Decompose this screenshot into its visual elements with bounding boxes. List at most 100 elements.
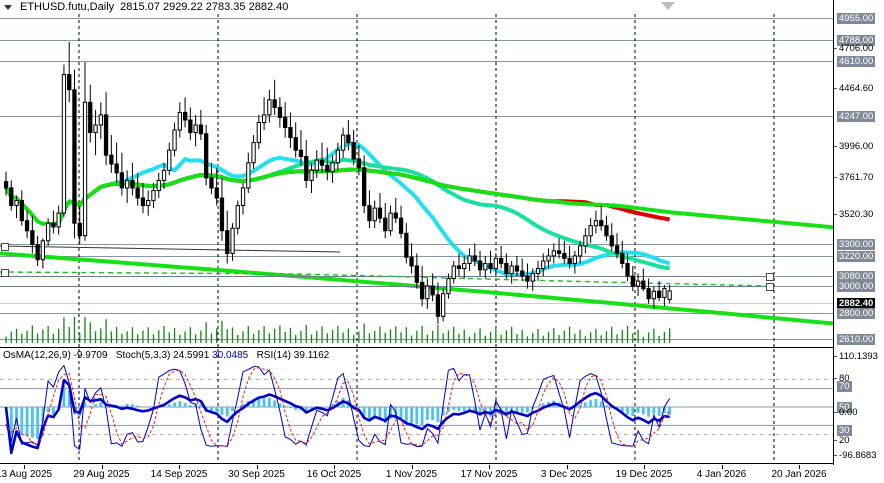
osma-value: -9.9709	[73, 350, 108, 361]
candle-body	[51, 222, 56, 228]
candle-body	[588, 225, 593, 237]
indicator-axis-label: 80	[834, 373, 884, 384]
candle-body	[246, 162, 251, 189]
level-handle-3000[interactable]	[766, 283, 774, 291]
trend-line-thin[interactable]	[0, 245, 341, 253]
candle-body	[620, 252, 625, 264]
candle-body	[319, 159, 325, 166]
indicator-axis-tag[interactable]: 70	[837, 381, 852, 392]
date-tick	[566, 465, 568, 469]
candle	[56, 205, 61, 235]
indicator-axis-tag[interactable]: 30	[837, 425, 852, 436]
candle	[98, 102, 103, 139]
candle-body	[662, 288, 667, 298]
candle	[583, 228, 588, 254]
price-axis-tag[interactable]: 3080.00	[837, 271, 876, 282]
candle	[330, 155, 335, 183]
candle-body	[24, 220, 30, 232]
candle	[198, 109, 204, 141]
candle	[367, 190, 372, 229]
candle	[77, 205, 82, 244]
indicator-axis-tag[interactable]: 50	[837, 402, 852, 413]
candle	[472, 243, 477, 266]
candle-body	[562, 252, 567, 259]
candle	[293, 122, 298, 158]
candle	[651, 286, 657, 309]
date-tick-label: 17 Nov 2025	[460, 469, 518, 480]
price-panel[interactable]	[0, 14, 833, 347]
candle	[483, 255, 488, 279]
candle-body	[3, 181, 9, 189]
candle	[372, 200, 377, 229]
candle-body	[499, 257, 504, 264]
candle-body	[214, 187, 219, 199]
candle	[641, 268, 646, 292]
candle	[193, 114, 198, 147]
candle	[398, 205, 404, 239]
candle-body	[625, 263, 630, 277]
candle	[599, 205, 604, 231]
date-axis[interactable]: 13 Aug 2025 29 Aug 2025 14 Sep 2025 30 Sep …	[0, 465, 884, 483]
candle-body	[198, 124, 204, 135]
chart-object-marker-icon[interactable]	[661, 2, 675, 10]
level-handle-3080[interactable]	[766, 273, 774, 281]
price-axis-tag[interactable]: 3300.00	[837, 239, 876, 250]
price-axis-tag[interactable]: 4955.00	[837, 13, 876, 24]
date-tick	[799, 465, 800, 469]
candle	[177, 102, 182, 138]
trend-handle-right[interactable]	[1, 269, 9, 277]
candle	[430, 273, 435, 302]
candle-body	[267, 99, 272, 116]
candle-body	[372, 207, 377, 222]
price-axis-label: 3520.30	[834, 209, 884, 220]
candle-body	[188, 119, 193, 134]
candle-body	[388, 212, 393, 232]
candle-body	[56, 212, 61, 228]
price-axis-tag[interactable]: 3000.00	[837, 281, 876, 292]
symbol-label: ETHUSD.futu,Daily	[20, 1, 115, 13]
candle-body	[277, 106, 283, 119]
candle	[451, 260, 456, 284]
candle-body	[551, 250, 557, 257]
candle-body	[304, 156, 309, 181]
candle-body	[446, 278, 451, 295]
candle	[657, 281, 662, 302]
price-axis-tag[interactable]: 2800.00	[837, 308, 876, 319]
candle	[314, 150, 319, 178]
date-tick	[489, 465, 490, 469]
indicator-panel[interactable]	[0, 349, 833, 463]
candle	[346, 119, 351, 151]
candle-body	[556, 250, 562, 254]
price-axis-tag[interactable]: 4788.00	[837, 35, 876, 46]
x-axis-line	[0, 463, 884, 464]
candle	[256, 114, 262, 149]
candle-body	[346, 134, 351, 144]
chevron-down-icon[interactable]	[4, 4, 12, 10]
candle-body	[288, 127, 293, 139]
candle	[441, 288, 446, 322]
candle	[578, 240, 583, 264]
price-axis-tag[interactable]: 4610.00	[837, 56, 876, 67]
candle	[556, 238, 562, 259]
candle-body	[667, 290, 672, 300]
price-axis-label: 3996.00	[834, 141, 884, 152]
candle-body	[425, 285, 430, 300]
candle-body	[493, 257, 499, 269]
candle	[425, 278, 430, 309]
candle	[593, 210, 599, 234]
candle	[156, 172, 161, 199]
candle	[635, 273, 641, 297]
candle-body	[509, 265, 514, 275]
trend-handle-left[interactable]	[1, 243, 9, 251]
price-axis-tag[interactable]: 3220.00	[837, 251, 876, 262]
price-axis-tag[interactable]: 2610.00	[837, 334, 876, 345]
candle	[135, 172, 140, 206]
price-axis-tag[interactable]: 4247.00	[837, 111, 876, 122]
candle-body	[525, 275, 530, 282]
price-axis[interactable]: 4955.00 4788.00 4706.00 4610.00 4464.60 4247.…	[833, 0, 884, 465]
date-tick-label: 4 Jan 2026	[696, 469, 747, 480]
candle	[667, 284, 672, 304]
current-price-tag[interactable]: 2882.40	[837, 298, 876, 309]
candle	[662, 284, 667, 307]
